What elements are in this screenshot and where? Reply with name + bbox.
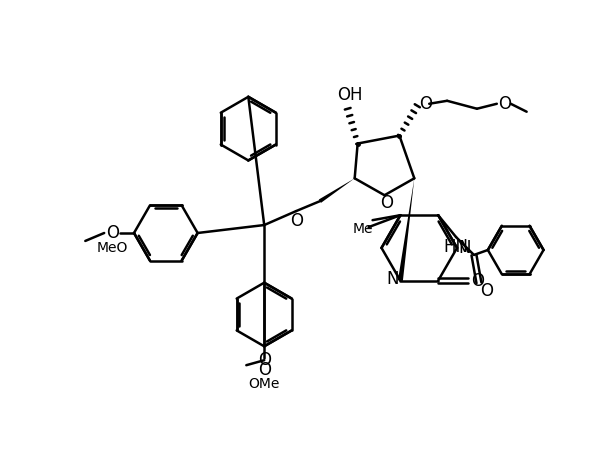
Text: O: O — [290, 212, 304, 230]
Polygon shape — [319, 178, 355, 203]
Text: O: O — [480, 282, 493, 300]
Text: O: O — [258, 361, 270, 379]
Text: O: O — [471, 272, 484, 290]
Polygon shape — [398, 178, 414, 281]
Text: Me: Me — [352, 222, 373, 236]
Text: OMe: OMe — [249, 377, 280, 391]
Text: O: O — [419, 95, 432, 113]
Text: N: N — [386, 269, 398, 288]
Text: OH: OH — [337, 86, 362, 104]
Text: O: O — [258, 351, 270, 369]
Text: O: O — [380, 194, 393, 212]
Text: MeO: MeO — [96, 241, 128, 255]
Text: O: O — [498, 95, 511, 113]
Text: O: O — [106, 224, 118, 242]
Text: HN: HN — [444, 238, 469, 256]
Text: N: N — [459, 239, 471, 257]
